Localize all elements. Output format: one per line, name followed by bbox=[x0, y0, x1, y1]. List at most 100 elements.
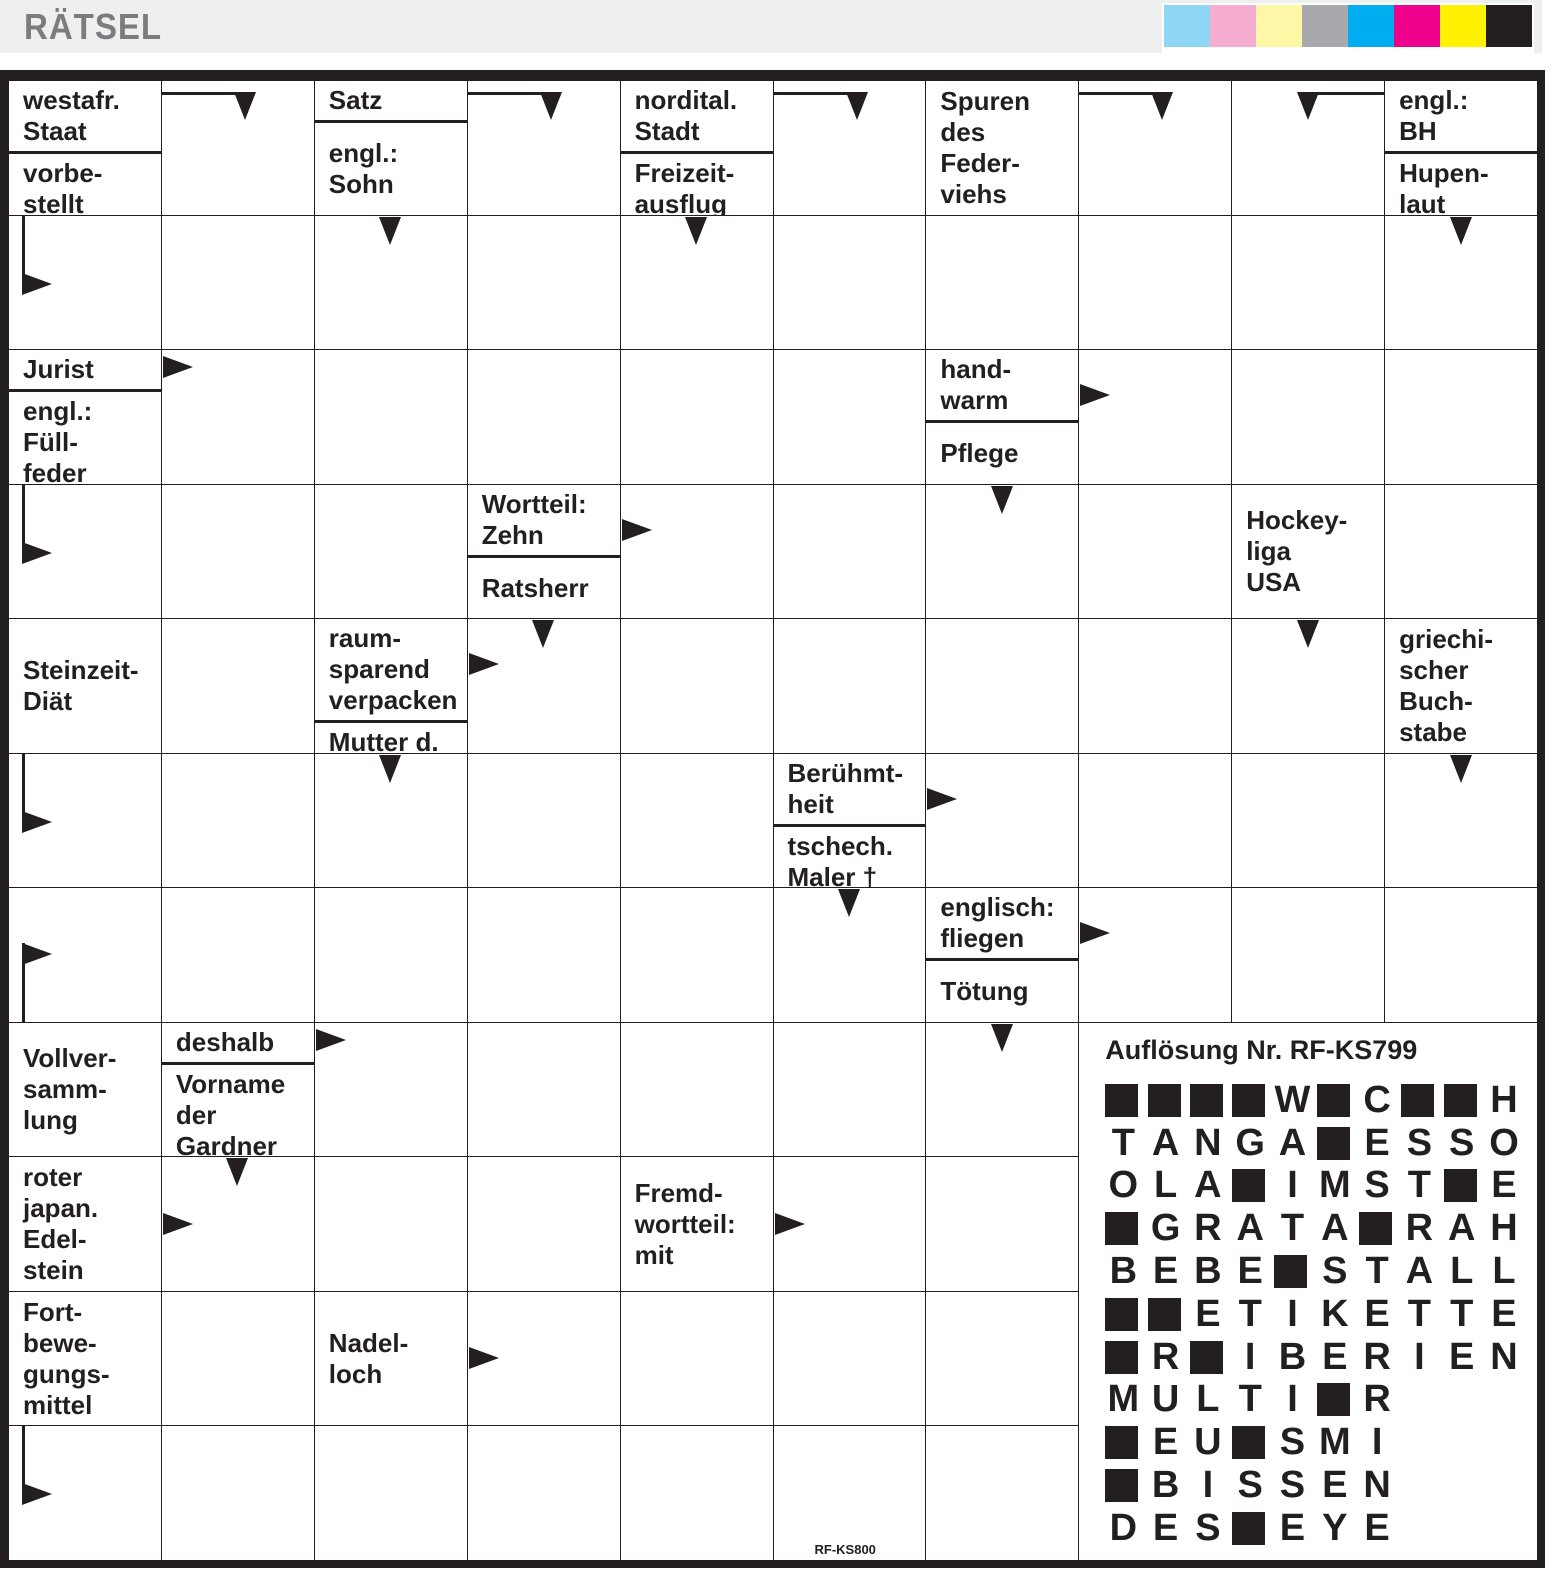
answer-cell[interactable] bbox=[772, 1425, 927, 1562]
clue-text: Berühmt- heit bbox=[787, 757, 904, 819]
answer-cell[interactable] bbox=[1078, 483, 1233, 620]
clue-text: engl.: Füll- feder bbox=[9, 389, 162, 493]
clue-cell: englisch: fliegen Tötung bbox=[925, 887, 1080, 1024]
solution-letter: W bbox=[1274, 1078, 1311, 1121]
clue-cell: roter japan. Edel- stein bbox=[8, 1156, 163, 1293]
clue-text: hand- warm bbox=[940, 354, 1012, 416]
answer-cell[interactable] bbox=[619, 1425, 774, 1562]
answer-cell[interactable] bbox=[466, 752, 622, 889]
solution-black-square bbox=[1359, 1212, 1393, 1246]
solution-letter: T bbox=[1407, 1164, 1431, 1207]
solution-letter: U bbox=[1194, 1421, 1222, 1464]
answer-cell[interactable] bbox=[1384, 349, 1539, 486]
answer-cell[interactable] bbox=[1078, 887, 1233, 1024]
solution-letter: Y bbox=[1322, 1506, 1348, 1549]
answer-cell[interactable] bbox=[160, 752, 316, 889]
answer-cell[interactable] bbox=[466, 1021, 622, 1158]
answer-cell[interactable] bbox=[925, 1156, 1080, 1293]
solution-letter: N bbox=[1194, 1121, 1222, 1164]
answer-cell[interactable] bbox=[1231, 887, 1386, 1024]
clue-cell: Jurist engl.: Füll- feder bbox=[8, 349, 163, 488]
answer-cell[interactable] bbox=[1231, 752, 1386, 889]
answer-cell[interactable] bbox=[1078, 752, 1233, 889]
answer-cell[interactable] bbox=[160, 1425, 316, 1562]
answer-cell[interactable] bbox=[466, 1156, 622, 1293]
answer-cell[interactable] bbox=[1231, 214, 1386, 351]
solution-black-square bbox=[1105, 1426, 1139, 1460]
clue-text: Fort- bewe- gungs- mittel bbox=[23, 1296, 110, 1420]
answer-cell[interactable] bbox=[160, 618, 316, 755]
arrow-icon bbox=[990, 485, 1013, 514]
solution-letter: A bbox=[1194, 1164, 1222, 1207]
answer-cell[interactable] bbox=[772, 1290, 927, 1427]
solution-letter: R bbox=[1363, 1335, 1391, 1378]
solution-letter: N bbox=[1363, 1464, 1391, 1506]
answer-cell[interactable] bbox=[160, 887, 316, 1024]
solution-letter: B bbox=[1194, 1250, 1222, 1292]
clue-text: englisch: fliegen bbox=[940, 892, 1055, 954]
answer-cell[interactable] bbox=[772, 1021, 927, 1158]
answer-cell[interactable] bbox=[313, 483, 469, 620]
solution-letter: I bbox=[1244, 1335, 1256, 1378]
answer-cell[interactable] bbox=[466, 214, 622, 351]
clue-text: Jurist bbox=[23, 354, 94, 385]
clue-text: Freizeit- ausflug bbox=[620, 151, 773, 224]
answer-cell[interactable] bbox=[925, 1425, 1080, 1562]
answer-cell[interactable] bbox=[619, 887, 774, 1024]
answer-cell[interactable] bbox=[313, 1425, 469, 1562]
solution-letter: T bbox=[1280, 1207, 1305, 1250]
answer-cell[interactable] bbox=[1078, 80, 1233, 217]
answer-cell[interactable] bbox=[1384, 483, 1539, 620]
arrow-line bbox=[772, 92, 857, 95]
answer-cell[interactable] bbox=[925, 1290, 1080, 1427]
answer-cell[interactable] bbox=[925, 214, 1080, 351]
solution-letter: E bbox=[1152, 1421, 1179, 1464]
clue-text: engl.: BH bbox=[1399, 85, 1469, 146]
solution-black-square bbox=[1232, 1169, 1266, 1203]
solution-letter: H bbox=[1490, 1207, 1518, 1250]
puzzle-code: RF-KS800 bbox=[814, 1542, 876, 1557]
arrow-line bbox=[22, 214, 25, 285]
answer-cell[interactable] bbox=[619, 1290, 774, 1427]
answer-cell[interactable] bbox=[772, 483, 927, 620]
answer-cell[interactable] bbox=[1078, 349, 1233, 486]
arrow-icon bbox=[532, 620, 555, 649]
answer-cell[interactable] bbox=[619, 483, 774, 620]
solution-letter: E bbox=[1491, 1292, 1517, 1335]
answer-cell[interactable] bbox=[1078, 214, 1233, 351]
answer-cell[interactable] bbox=[925, 618, 1080, 755]
answer-cell[interactable] bbox=[619, 752, 774, 889]
answer-cell[interactable] bbox=[772, 349, 927, 486]
clue-text: Pflege bbox=[926, 420, 1079, 484]
clue-text: raum- sparend verpacken bbox=[328, 623, 458, 716]
color-swatch bbox=[1164, 5, 1210, 47]
answer-cell[interactable] bbox=[466, 349, 622, 486]
answer-cell[interactable] bbox=[619, 618, 774, 755]
clue-text: Tötung bbox=[926, 958, 1079, 1022]
solution-letter: T bbox=[1365, 1250, 1389, 1292]
answer-cell[interactable] bbox=[619, 349, 774, 486]
solution-letter: G bbox=[1235, 1121, 1265, 1164]
solution-letter: B bbox=[1278, 1335, 1307, 1378]
answer-cell[interactable] bbox=[160, 1290, 316, 1427]
answer-cell[interactable] bbox=[619, 1021, 774, 1158]
clue-text: griechi- scher Buch- stabe bbox=[1399, 624, 1494, 748]
solution-black-square bbox=[1443, 1083, 1477, 1117]
answer-cell[interactable] bbox=[466, 887, 622, 1024]
answer-cell[interactable] bbox=[1078, 618, 1233, 755]
answer-cell[interactable] bbox=[1231, 349, 1386, 486]
answer-cell[interactable] bbox=[772, 214, 927, 351]
solution-letter: M bbox=[1318, 1164, 1351, 1207]
answer-cell[interactable] bbox=[160, 214, 316, 351]
clue-cell: griechi- scher Buch- stabe bbox=[1384, 618, 1539, 755]
answer-cell[interactable] bbox=[313, 349, 469, 486]
answer-cell[interactable] bbox=[313, 887, 469, 1024]
answer-cell[interactable] bbox=[1384, 887, 1539, 1024]
answer-cell[interactable] bbox=[160, 483, 316, 620]
answer-cell[interactable] bbox=[772, 618, 927, 755]
answer-cell[interactable] bbox=[466, 1425, 622, 1562]
arrow-icon bbox=[468, 653, 499, 676]
solution-black-square bbox=[1105, 1083, 1139, 1117]
answer-cell[interactable] bbox=[925, 752, 1080, 889]
answer-cell[interactable] bbox=[313, 1156, 469, 1293]
